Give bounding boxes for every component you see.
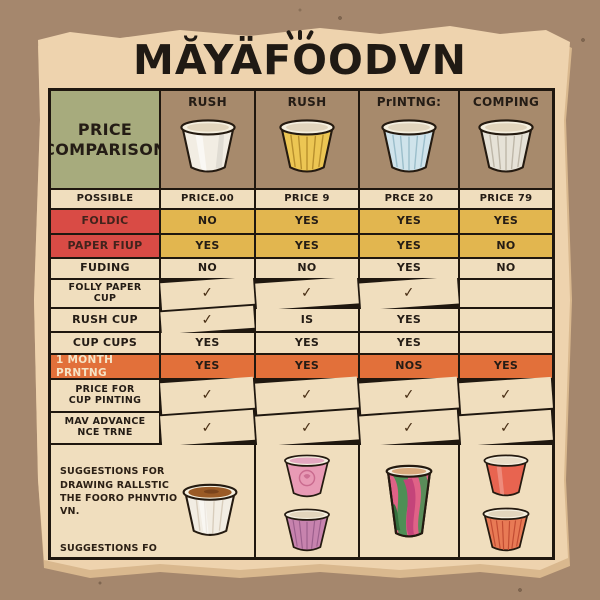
- table-cell: YES: [360, 259, 458, 278]
- column-label: PrINTNG:: [376, 95, 442, 109]
- coffee-cup-icon: [182, 484, 238, 537]
- table-cell: YES: [256, 355, 358, 378]
- footer-orange-cups-cell: [460, 445, 552, 557]
- marbled-pink-green-cup-icon: [385, 464, 433, 537]
- checkmark-cell: ✓: [359, 276, 459, 311]
- pink-patterned-cup-icon: [284, 454, 330, 498]
- table-cell: [460, 309, 552, 331]
- checkmark-cell: ✓: [255, 409, 359, 447]
- row-label: PAPER FIUP: [51, 235, 159, 257]
- table-cell: PRCE 20: [360, 190, 458, 208]
- blue-ribbed-cup-icon: [381, 119, 437, 173]
- table-cell: YES: [161, 355, 254, 378]
- table-cell: NO: [161, 210, 254, 233]
- checkmark-cell: ✓: [160, 409, 255, 447]
- gray-ribbed-cup-icon: [478, 119, 534, 173]
- table-cell: YES: [161, 333, 254, 353]
- red-orange-cup-icon: [483, 454, 529, 497]
- row-label: MAV ADVANCE NCE TRNE: [51, 413, 159, 443]
- checkmark-cell: ✓: [255, 376, 359, 415]
- table-cell: NO: [256, 259, 358, 278]
- title-accent-marks: [285, 29, 315, 42]
- table-cell: [460, 333, 552, 353]
- column-header-rush-2: RUSH: [256, 91, 358, 188]
- table-cell: NOS: [360, 355, 458, 378]
- table-cell: YES: [256, 235, 358, 257]
- checkmark-cell: ✓: [459, 409, 553, 447]
- checkmark-cell: ✓: [459, 376, 553, 415]
- column-label: RUSH: [287, 95, 327, 109]
- column-header-rush-1: RUSH: [161, 91, 254, 188]
- column-label: COMPING: [472, 95, 540, 109]
- table-cell: NO: [161, 259, 254, 278]
- column-header-printng: PrINTNG:: [360, 91, 458, 188]
- column-label: RUSH: [188, 95, 227, 109]
- checkmark-cell: ✓: [160, 305, 255, 335]
- table-cell: NO: [460, 259, 552, 278]
- row-label: FOLDIC: [51, 210, 159, 233]
- white-smooth-cup-icon: [179, 119, 236, 173]
- table-cell: YES: [360, 210, 458, 233]
- checkmark-cell: ✓: [359, 409, 459, 447]
- table-cell: [460, 280, 552, 307]
- table-cell: PRICE 9: [256, 190, 358, 208]
- footer-pink-cups-cell: [256, 445, 358, 557]
- table-cell: YES: [256, 210, 358, 233]
- table-cell: PRICE.00: [161, 190, 254, 208]
- table-cell: YES: [360, 333, 458, 353]
- row-label: FOLLY PAPER CUP: [51, 280, 159, 307]
- row-label: PRICE FOR CUP PINTING: [51, 380, 159, 411]
- footer-suggestions-cell: SUGGESTIONS FOR DRAWING RALLSTIC THE FOO…: [51, 445, 254, 557]
- footer-marbled-cup-cell: [360, 445, 458, 557]
- row-label: RUSH CUP: [51, 309, 159, 331]
- row-label: CUP CUPS: [51, 333, 159, 353]
- table-cell: YES: [460, 210, 552, 233]
- orange-ribbed-cup-icon: [482, 507, 530, 552]
- table-cell: NO: [460, 235, 552, 257]
- footer-suggestions-text: SUGGESTIONS FOR DRAWING RALLSTIC THE FOO…: [60, 452, 180, 557]
- row-label: POSSIBLE: [51, 190, 159, 208]
- checkmark-cell: ✓: [255, 276, 359, 311]
- table-cell: IS: [256, 309, 358, 331]
- table-cell: YES: [460, 355, 552, 378]
- purple-ribbed-cup-icon: [284, 508, 330, 552]
- table-cell: PRICE 79: [460, 190, 552, 208]
- footer-paragraph-2: SUGGESTIONS FO AIENVNOTS 7A/E3R REALLSTI…: [60, 542, 166, 557]
- checkmark-cell: ✓: [160, 376, 255, 415]
- price-comparison-table: PRICE COMPARISON RUSH RUSH PrINTNG: CO: [48, 88, 555, 560]
- checkmark-cell: ✓: [359, 376, 459, 415]
- corner-header: PRICE COMPARISON: [51, 91, 159, 188]
- checkmark-cell: ✓: [160, 276, 255, 311]
- yellow-ribbed-cup-icon: [279, 119, 335, 173]
- row-label: FUDING: [51, 259, 159, 278]
- table-cell: YES: [360, 235, 458, 257]
- table-cell: YES: [360, 309, 458, 331]
- table-cell: YES: [256, 333, 358, 353]
- page-title: MĂYÄFOODVN: [133, 36, 467, 84]
- row-label: 1 MONTH PRNTNG: [51, 355, 159, 378]
- footer-paragraph-1: SUGGESTIONS FOR DRAWING RALLSTIC THE FOO…: [60, 466, 178, 518]
- column-header-comping: COMPING: [460, 91, 552, 188]
- table-cell: YES: [161, 235, 254, 257]
